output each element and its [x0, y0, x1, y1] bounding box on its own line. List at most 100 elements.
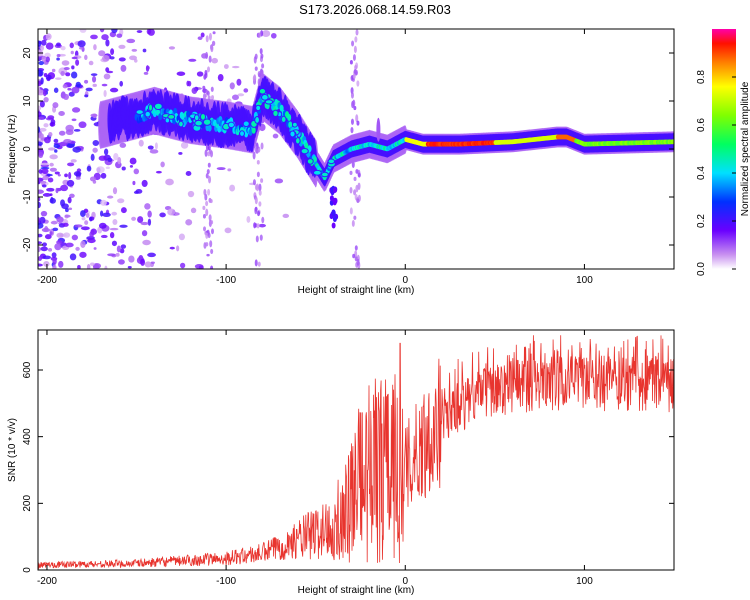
- spectrogram-noise-cell: [129, 157, 137, 165]
- spectrogram-noise-cell: [48, 131, 53, 137]
- spectrogram-noise-cell: [254, 66, 258, 71]
- spectrogram-noise-cell: [56, 54, 61, 58]
- spectrogram-noise-cell: [63, 232, 71, 238]
- spectrogram-noise-cell: [176, 71, 186, 76]
- spectrogram-noise-cell: [52, 257, 57, 265]
- snr-ticks: -200 -100 0 100 0 200 400 600: [22, 330, 674, 587]
- colorbar-label: Normalized spectral amplitude: [740, 81, 750, 216]
- spectrogram-peak-blob: [312, 169, 322, 176]
- spectrogram-noise-cell: [90, 113, 98, 118]
- snr-series-line: [38, 335, 674, 570]
- spectrogram-noise-cell: [357, 182, 361, 190]
- spectrogram-noise-cell: [52, 264, 57, 269]
- spectrogram-noise-cell: [56, 216, 64, 223]
- spectrogram-noise-cell: [38, 181, 41, 185]
- spectrogram-noise-cell: [109, 231, 115, 239]
- spectrogram-noise-cell: [84, 79, 89, 84]
- spectrogram-noise-cell: [246, 215, 251, 223]
- spectrogram-ridge-core: [248, 128, 253, 136]
- spectrogram-noise-cell: [206, 253, 210, 257]
- spectrogram-noise-cell: [205, 200, 209, 207]
- spectrogram-ytick-label: 20: [22, 47, 33, 59]
- spectrogram-ridge-core: [217, 125, 222, 133]
- colorbar-ticks: 0.0 0.2 0.4 0.6 0.8: [696, 70, 736, 276]
- spectrogram-noise-cell: [72, 146, 82, 153]
- spectrogram-noise-cell: [133, 190, 139, 194]
- spectrogram-noise-cell: [207, 188, 211, 196]
- spectrogram-ridge-core: [287, 113, 292, 121]
- spectrogram-noise-cell: [107, 157, 113, 162]
- spectrogram-noise-cell: [70, 50, 74, 55]
- spectrogram-ridge-core: [304, 142, 309, 150]
- spectrogram-noise-cell: [65, 207, 69, 213]
- spectrogram-noise-cell: [68, 207, 73, 211]
- spectrogram-noise-cell: [209, 240, 213, 248]
- spectrogram-noise-cell: [60, 46, 66, 51]
- spectrogram-noise-cell: [144, 261, 152, 268]
- spectrogram-noise-cell: [252, 151, 256, 160]
- spectrogram-noise-cell: [100, 199, 107, 206]
- spectrogram-noise-cell: [39, 216, 46, 224]
- colorbar-tick-label: 0.0: [696, 262, 707, 276]
- spectrogram-noise-cell: [236, 78, 242, 86]
- spectrogram-noise-cell: [98, 50, 106, 57]
- spectrogram-ylabel: Frequency (Hz): [7, 115, 18, 184]
- spectrogram-noise-cell: [49, 154, 58, 160]
- spectrogram-noise-cell: [354, 245, 358, 251]
- spectrogram-noise-cell: [84, 220, 89, 225]
- spectrogram-ytick-label: -20: [22, 237, 33, 252]
- spectrogram-noise-cell: [71, 234, 79, 241]
- spectrogram-noise-cell: [67, 196, 72, 204]
- spectrogram-noise-cell: [205, 35, 209, 43]
- spectrogram-noise-cell: [81, 216, 86, 221]
- spectrogram-noise-cell: [254, 207, 258, 215]
- spectrogram-noise-cell: [136, 30, 143, 33]
- spectrogram-noise-cell: [351, 40, 355, 47]
- spectrogram-noise-cell: [85, 213, 90, 218]
- spectrogram-noise-cell: [205, 172, 209, 179]
- spectrogram-ridge-core: [288, 121, 293, 129]
- spectrogram-peak-blob: [239, 130, 245, 137]
- spectrogram-noise-cell: [74, 224, 83, 228]
- spectrogram-noise-cell: [350, 127, 354, 134]
- spectrogram-noise-cell: [119, 80, 124, 87]
- spectrogram-noise-cell: [257, 261, 261, 267]
- spectrogram-noise-cell: [38, 241, 43, 245]
- spectrogram-noise-cell: [90, 262, 95, 266]
- spectrogram-noise-cell: [90, 73, 98, 77]
- chart-title: S173.2026.068.14.59.R03: [299, 2, 451, 17]
- spectrogram-noise-cell: [350, 92, 354, 99]
- spectrogram-noise-cell: [109, 227, 119, 231]
- spectrogram-noise-cell: [260, 178, 264, 183]
- spectrogram-noise-cell: [352, 54, 356, 61]
- spectrogram-noise-cell: [119, 142, 127, 148]
- spectrogram-noise-cell: [142, 48, 147, 53]
- spectrogram-noise-cell: [61, 203, 69, 210]
- spectrogram-noise-cell: [200, 32, 205, 38]
- spectrogram-noise-cell: [354, 64, 358, 70]
- spectrogram-noise-cell: [71, 65, 75, 70]
- spectrogram-noise-cell: [117, 259, 125, 265]
- spectrogram-noise-cell: [61, 60, 70, 66]
- spectrogram-xtick-label: -100: [216, 275, 236, 286]
- spectrogram-noise-cell: [131, 48, 138, 52]
- spectrogram-noise-cell: [87, 238, 96, 244]
- spectrogram-noise-cell: [97, 226, 103, 234]
- spectrogram-noise-cell: [45, 42, 54, 50]
- spectrogram-noise-cell: [38, 105, 42, 111]
- spectrogram-noise-cell: [207, 162, 211, 168]
- spectrogram-noise-cell: [357, 172, 361, 178]
- spectrogram-noise-cell: [89, 176, 97, 182]
- snr-panel: -200 -100 0 100 0 200 400 600 Height of straigh…: [7, 329, 675, 596]
- spectrogram-peak-blob: [295, 137, 301, 145]
- spectrogram-noise-cell: [79, 251, 87, 258]
- spectrogram-noise-cell: [43, 96, 49, 103]
- spectrogram-noise-cell: [103, 73, 111, 80]
- spectrogram-noise-cell: [75, 246, 80, 251]
- spectrogram-noise-cell: [258, 223, 266, 228]
- spectrogram-noise-cell: [96, 166, 105, 174]
- snr-ytick-label: 200: [22, 495, 33, 512]
- spectrogram-noise-cell: [86, 264, 91, 269]
